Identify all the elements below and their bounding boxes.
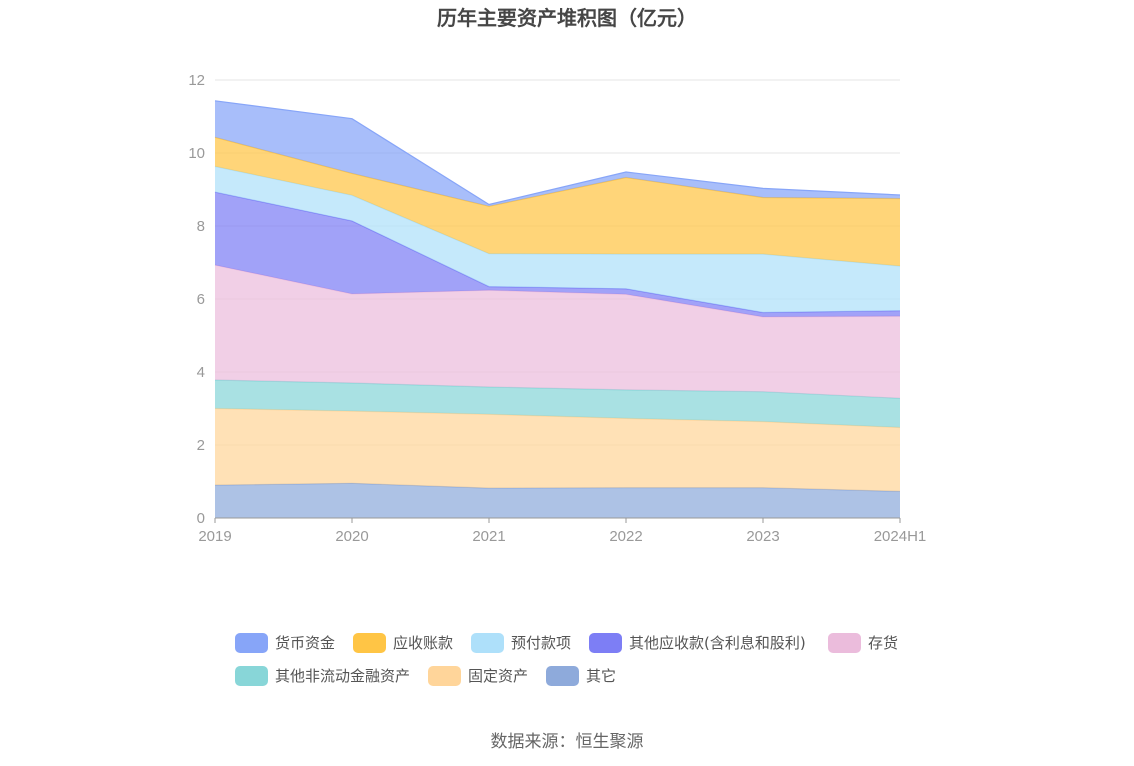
legend-label: 固定资产	[468, 667, 528, 685]
area-series-7	[215, 100, 900, 207]
area-series-2	[215, 380, 900, 428]
area-edge-4	[214, 191, 901, 314]
legend-item[interactable]: 预付款项	[471, 633, 571, 653]
area-series-3	[215, 265, 900, 399]
area-series-5	[215, 166, 900, 313]
axes: 0 2 4 6 8 10 12 2019 2020 2021 2022 2023 2024H1	[188, 72, 926, 545]
area-series-group	[214, 100, 901, 518]
chart-title: 历年主要资产堆积图（亿元）	[437, 6, 697, 30]
legend-item[interactable]: 应收账款	[353, 633, 453, 653]
legend-swatch	[589, 633, 622, 653]
legend-item[interactable]: 固定资产	[428, 666, 528, 686]
legend-swatch	[353, 633, 386, 653]
legend-label: 货币资金	[275, 634, 335, 652]
legend-label: 应收账款	[393, 634, 453, 652]
area-series-4	[215, 192, 900, 317]
y-tick-label: 10	[188, 145, 205, 162]
area-series-1	[215, 408, 900, 492]
legend-label: 预付款项	[511, 634, 571, 652]
x-tick-label: 2023	[746, 528, 779, 545]
legend-item[interactable]: 存货	[828, 633, 898, 653]
area-series-0	[215, 483, 900, 518]
x-tick-label: 2022	[609, 528, 642, 545]
legend-swatch	[428, 666, 461, 686]
legend-swatch	[546, 666, 579, 686]
legend-swatch	[235, 666, 268, 686]
y-tick-label: 8	[197, 218, 205, 235]
legend-item[interactable]: 其他非流动金融资产	[235, 666, 410, 686]
legend-label: 其它	[586, 667, 616, 685]
y-tick-label: 0	[197, 510, 205, 527]
y-tick-label: 12	[188, 72, 205, 89]
legend-label: 其他非流动金融资产	[275, 667, 410, 685]
x-tick-label: 2019	[198, 528, 231, 545]
y-tick-label: 4	[197, 364, 205, 381]
legend-item[interactable]: 货币资金	[235, 633, 335, 653]
area-edge-7	[214, 100, 901, 206]
data-source-note: 数据来源：恒生聚源	[491, 732, 644, 752]
x-tick-label: 2024H1	[874, 528, 927, 545]
y-tick-label: 6	[197, 291, 205, 308]
legend-item[interactable]: 其他应收款(含利息和股利)	[589, 633, 806, 653]
legend-swatch	[235, 633, 268, 653]
legend-swatch	[828, 633, 861, 653]
y-tick-label: 2	[197, 437, 205, 454]
area-series-6	[215, 137, 900, 267]
x-tick-label: 2020	[335, 528, 368, 545]
legend-label: 存货	[868, 634, 898, 652]
legend-label: 其他应收款(含利息和股利)	[629, 634, 806, 652]
legend-swatch	[471, 633, 504, 653]
legend-item[interactable]: 其它	[546, 666, 616, 686]
x-tick-label: 2021	[472, 528, 505, 545]
